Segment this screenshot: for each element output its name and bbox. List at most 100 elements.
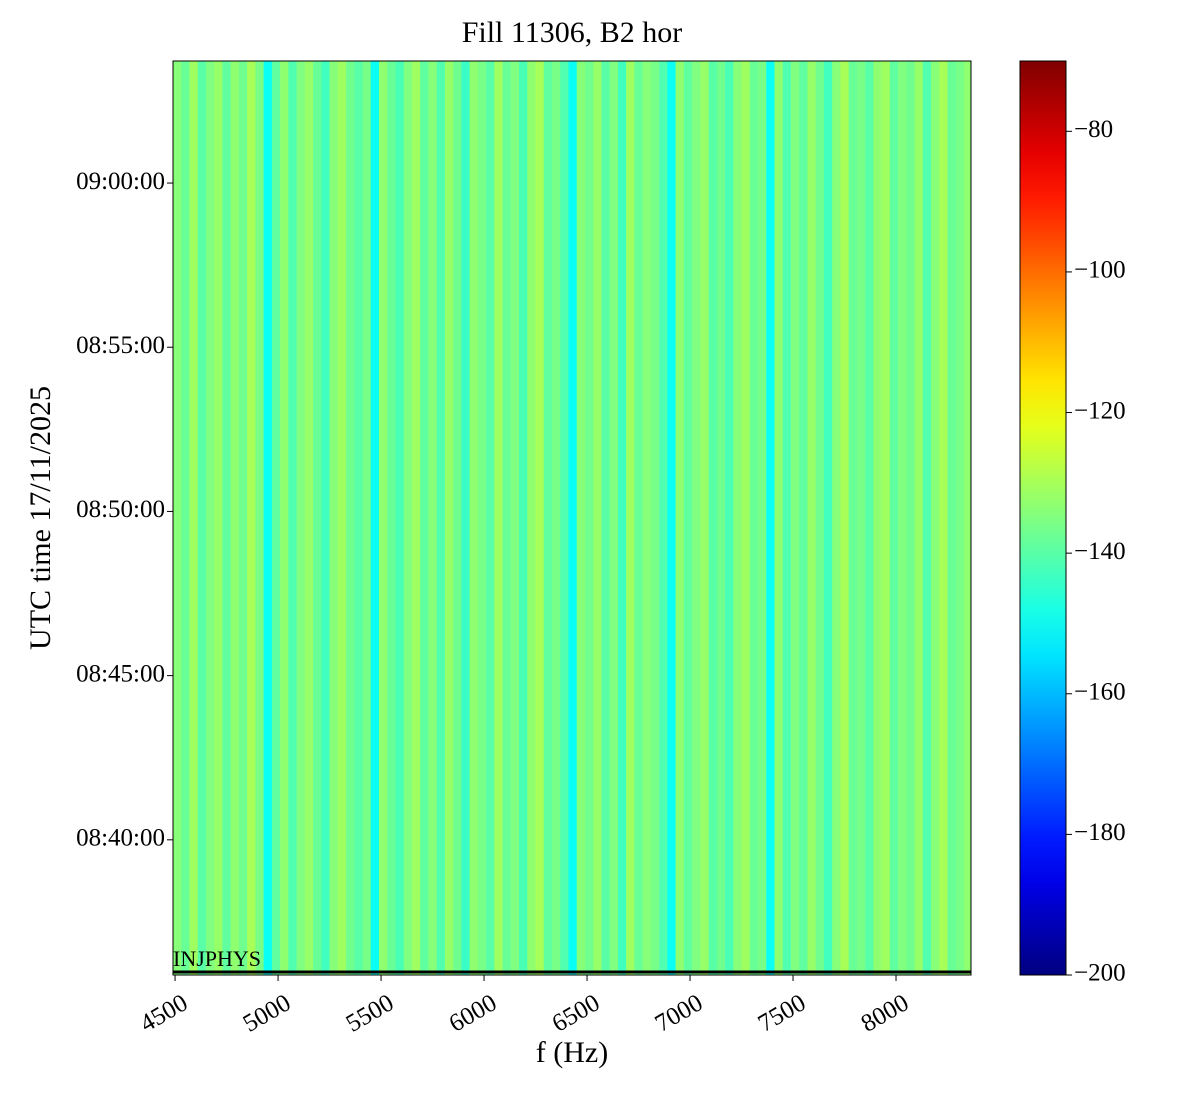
x-axis-label: f (Hz) — [536, 1036, 608, 1069]
heatmap-cell — [963, 61, 971, 975]
heatmap-cell — [889, 61, 899, 975]
heatmap-cell — [708, 61, 718, 975]
heatmap-cell — [634, 61, 643, 975]
heatmap-cell — [799, 61, 808, 975]
heatmap-cell — [543, 61, 553, 975]
heatmap-cell — [370, 61, 380, 975]
heatmap-cell — [617, 61, 627, 975]
annotation: INJPHYS — [173, 946, 261, 971]
heatmap-cells — [173, 61, 971, 975]
heatmap-cell — [955, 61, 965, 975]
heatmap-cell — [271, 61, 281, 975]
y-axis-label: UTC time 17/11/2025 — [24, 386, 57, 650]
heatmap-cell — [823, 61, 833, 975]
heatmap-cell — [568, 61, 578, 975]
colorbar-tick-label: −140 — [1074, 538, 1126, 565]
heatmap-cell — [395, 61, 405, 975]
heatmap-cell — [502, 61, 512, 975]
heatmap-cell — [552, 61, 561, 975]
heatmap-cell — [428, 61, 437, 975]
heatmap-cell — [807, 61, 816, 975]
y-tick-label: 08:40:00 — [76, 825, 165, 852]
x-tick-label: 8000 — [857, 989, 914, 1037]
heatmap-cell — [337, 61, 347, 975]
heatmap-cell — [856, 61, 866, 975]
heatmap-cell — [477, 61, 487, 975]
heatmap-cell — [815, 61, 825, 975]
y-tick-label: 08:55:00 — [76, 332, 165, 359]
heatmap-cell — [469, 61, 479, 975]
heatmap-cell — [494, 61, 503, 975]
colorbar-tick-label: −80 — [1074, 116, 1113, 143]
heatmap-cell — [329, 61, 339, 975]
heatmap-cell — [527, 61, 536, 975]
heatmap-cell — [716, 61, 726, 975]
heatmap-cell — [906, 61, 915, 975]
heatmap-cell — [584, 61, 594, 975]
colorbar-tick-label: −120 — [1074, 397, 1126, 424]
x-tick-label: 5000 — [239, 989, 296, 1037]
heatmap-cell — [675, 61, 685, 975]
heatmap-cell — [931, 61, 940, 975]
heatmap-cell — [255, 61, 264, 975]
heatmap-cell — [321, 61, 330, 975]
x-tick-label: 7500 — [754, 989, 811, 1037]
heatmap-cell — [700, 61, 709, 975]
colorbar-tick-label: −160 — [1074, 679, 1126, 706]
heatmap-cell — [725, 61, 734, 975]
heatmap-cell — [790, 61, 800, 975]
heatmap-cell — [436, 61, 446, 975]
heatmap-cell — [280, 61, 289, 975]
heatmap-cell — [741, 61, 751, 975]
heatmap-cell — [197, 61, 207, 975]
x-tick-label: 6500 — [548, 989, 605, 1037]
heatmap-cell — [766, 61, 775, 975]
heatmap-cell — [238, 61, 248, 975]
y-tick-label: 09:00:00 — [76, 168, 165, 195]
heatmap-cell — [832, 61, 841, 975]
heatmap-cell — [411, 61, 421, 975]
heatmap-cell — [601, 61, 610, 975]
heatmap-cell — [461, 61, 470, 975]
heatmap-cell — [593, 61, 602, 975]
y-tick-label: 08:50:00 — [76, 496, 165, 523]
heatmap-cell — [288, 61, 297, 975]
heatmap-cell — [733, 61, 742, 975]
heatmap-cell — [387, 61, 396, 975]
heatmap-cell — [296, 61, 306, 975]
heatmap-cell — [576, 61, 586, 975]
heatmap-cell — [782, 61, 792, 975]
heatmap-cell — [205, 61, 215, 975]
heatmap-cell — [848, 61, 858, 975]
heatmap-cell — [181, 61, 190, 975]
heatmap-cell — [840, 61, 849, 975]
heatmap-cell — [263, 61, 273, 975]
colorbar-tick-label: −100 — [1074, 257, 1126, 284]
heatmap-cell — [173, 61, 182, 975]
heatmap-cell — [939, 61, 948, 975]
y-tick-label: 08:45:00 — [76, 660, 165, 687]
heatmap-cell — [378, 61, 388, 975]
heatmap-cell — [774, 61, 784, 975]
heatmap-cell — [659, 61, 668, 975]
heatmap-cell — [304, 61, 314, 975]
heatmap-cell — [609, 61, 619, 975]
x-tick-label: 7000 — [651, 989, 708, 1037]
chart-title: Fill 11306, B2 hor — [462, 16, 683, 49]
heatmap-cell — [922, 61, 932, 975]
heatmap-cell — [519, 61, 528, 975]
colorbar — [1019, 60, 1067, 976]
heatmap-cell — [486, 61, 495, 975]
heatmap-cell — [683, 61, 693, 975]
x-tick-label: 5500 — [342, 989, 399, 1037]
heatmap-cell — [453, 61, 462, 975]
heatmap-cell — [642, 61, 652, 975]
plot-frame — [172, 60, 972, 976]
heatmap-cell — [898, 61, 907, 975]
heatmap-cell — [510, 61, 520, 975]
heatmap-cell — [650, 61, 660, 975]
heatmap-cell — [914, 61, 924, 975]
heatmap-cell — [947, 61, 957, 975]
heatmap-cell — [749, 61, 759, 975]
heatmap-cell — [873, 61, 882, 975]
